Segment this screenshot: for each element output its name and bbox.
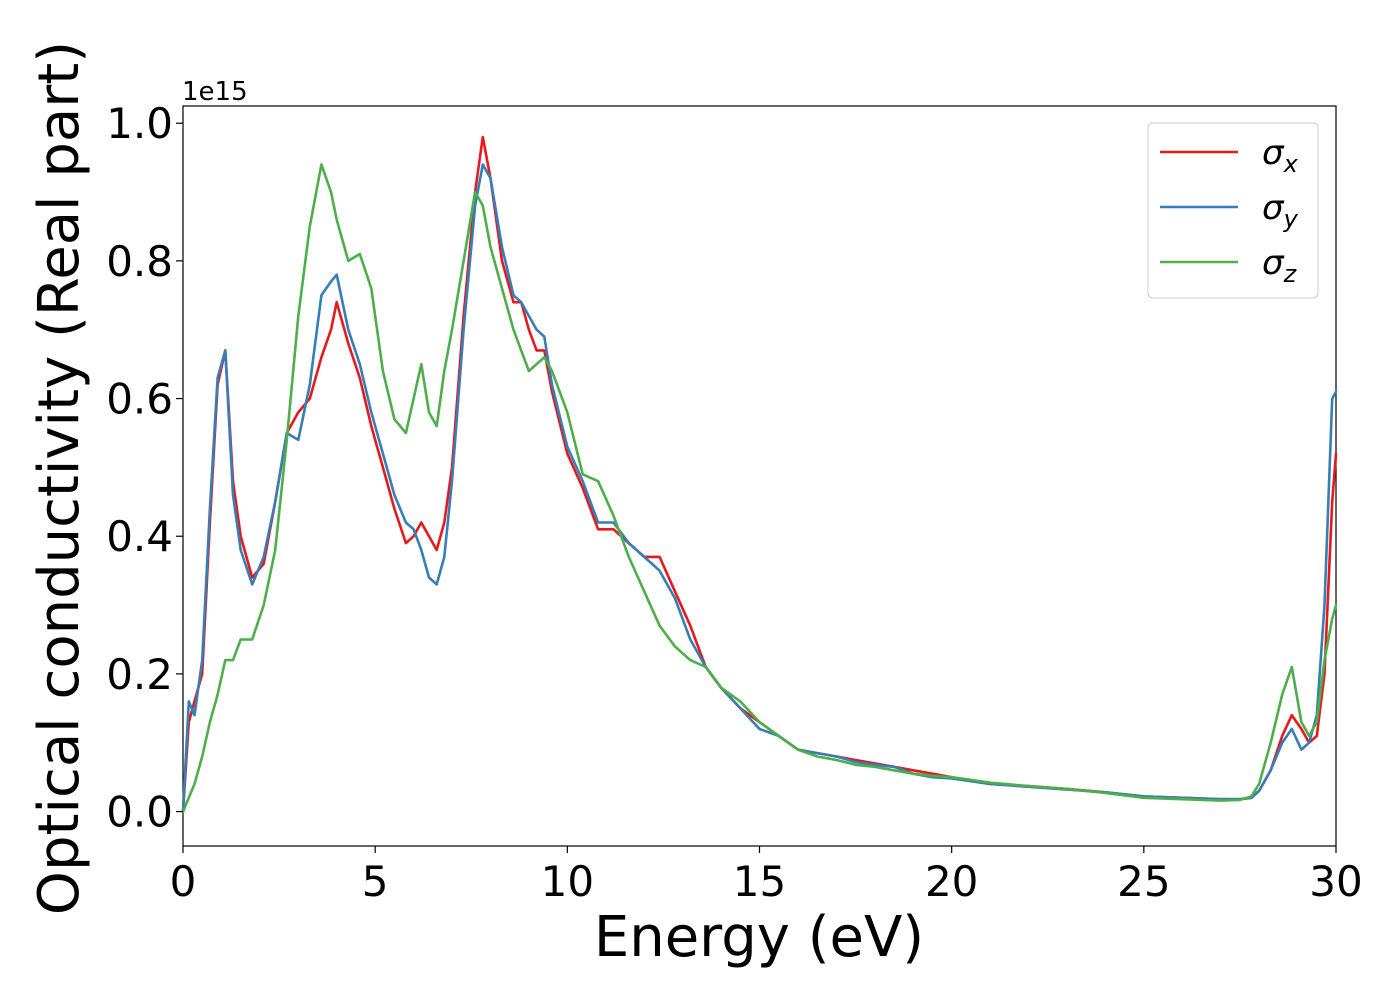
- y-tick-label: 0.4: [106, 512, 173, 561]
- legend-label-0: σx: [1262, 133, 1299, 178]
- series-group: [181, 135, 1338, 813]
- y-axis-label: Optical conductivity (Real part): [27, 41, 92, 915]
- x-tick-label: 10: [541, 857, 594, 906]
- x-tick-label: 15: [733, 857, 786, 906]
- plot-area: 0 5 10 15 20 25 30 0.0 0.2 0.4 0.6 0.8 1.0: [106, 99, 1363, 906]
- y-offset-text: 1e15: [182, 77, 248, 107]
- y-tick-label: 0.2: [106, 650, 173, 699]
- y-ticks: 0.0 0.2 0.4 0.6 0.8 1.0: [106, 99, 183, 837]
- y-tick-label: 0.8: [106, 237, 173, 286]
- series-line-2: [181, 163, 1338, 813]
- x-axis-label: Energy (eV): [594, 905, 924, 970]
- x-tick-label: 30: [1309, 857, 1362, 906]
- y-tick-label: 0.6: [106, 375, 173, 424]
- legend-box: [1147, 122, 1319, 299]
- x-tick-label: 25: [1117, 857, 1170, 906]
- y-tick-label: 1.0: [106, 99, 173, 148]
- x-tick-label: 0: [170, 857, 197, 906]
- x-tick-label: 5: [362, 857, 389, 906]
- x-tick-label: 20: [925, 857, 978, 906]
- series-line-1: [181, 163, 1338, 813]
- y-tick-label: 0.0: [106, 788, 173, 837]
- x-ticks: 0 5 10 15 20 25 30: [170, 846, 1363, 906]
